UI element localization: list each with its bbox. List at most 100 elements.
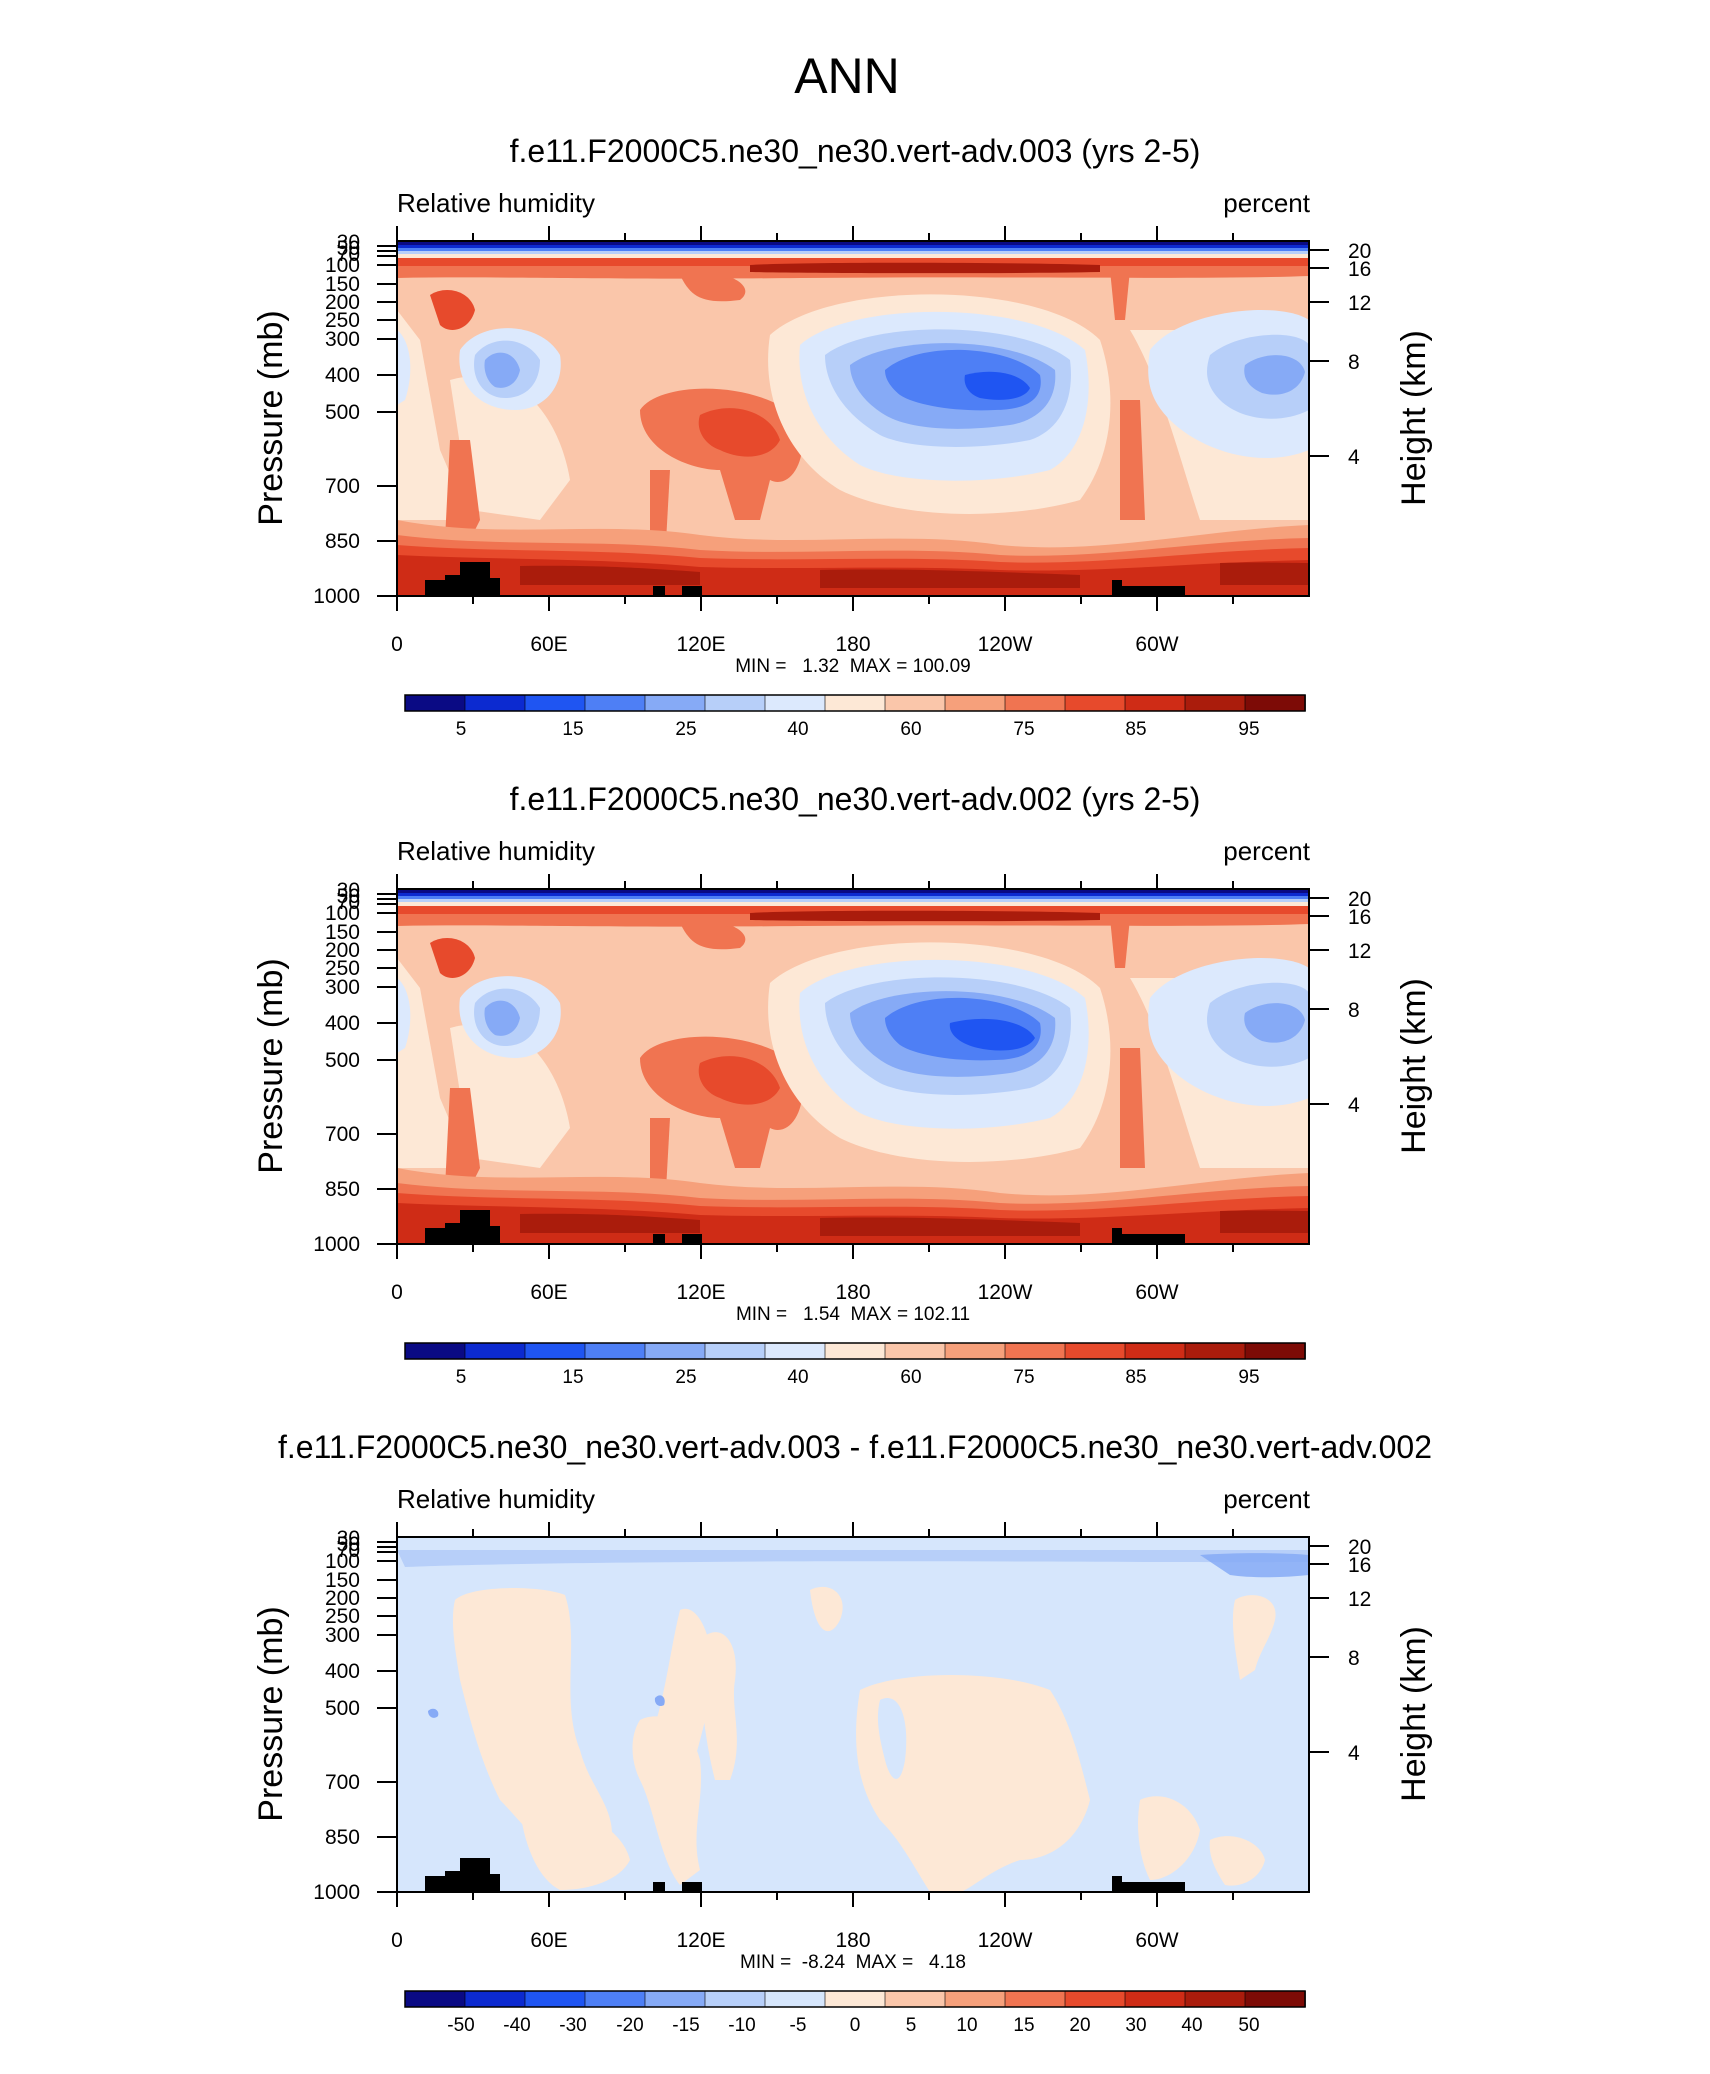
colorbar-label: 75: [1013, 719, 1034, 740]
y-tick-label: 200: [325, 1587, 360, 1610]
panel-1-y-tick-labels: 30 50 70 100 150 200 250 300 400 500 700…: [313, 231, 360, 608]
height-tick-label: 12: [1348, 1588, 1371, 1611]
colorbar-swatch: [1064, 1990, 1126, 2008]
colorbar-swatch: [1004, 1990, 1066, 2008]
colorbar-swatch: [524, 1990, 586, 2008]
x-tick-label: 0: [391, 1281, 403, 1304]
panel-3-y-axis-title: Pressure (mb): [252, 1606, 290, 1821]
y-tick-label: 30: [337, 1527, 360, 1550]
panel-1-y-axis-title: Pressure (mb): [252, 310, 290, 525]
colorbar-label: 15: [562, 719, 583, 740]
colorbar-swatch: [1184, 1342, 1246, 1360]
height-tick-label: 4: [1348, 1094, 1360, 1117]
y-tick-label: 200: [325, 939, 360, 962]
y-tick-label: 70: [337, 891, 360, 914]
panel-1-right-label: percent: [1223, 188, 1310, 218]
colorbar-label: 5: [456, 719, 467, 740]
panel-2-title: f.e11.F2000C5.ne30_ne30.vert-adv.002 (yr…: [510, 781, 1201, 817]
colorbar-swatch: [1064, 694, 1126, 712]
panel-3-right-tick-labels: 20 16 12 8 4: [1348, 1536, 1371, 1765]
colorbar-label: -50: [447, 2015, 474, 2036]
colorbar-swatch: [464, 1990, 526, 2008]
colorbar-swatch: [764, 1990, 826, 2008]
colorbar-swatch: [1124, 694, 1186, 712]
panel-1-contour-field: [397, 241, 1309, 596]
colorbar-label: 60: [900, 1367, 921, 1388]
y-tick-label: 150: [325, 1569, 360, 1592]
x-tick-label: 60W: [1135, 1281, 1178, 1304]
panel-1-colorbar: 5 15 25 40 60 75 85 95: [404, 694, 1306, 740]
panel-2-colorbar: 5 15 25 40 60 75 85 95: [404, 1342, 1306, 1388]
panel-3-right-axis: [1309, 1545, 1329, 1753]
colorbar-swatch: [584, 1990, 646, 2008]
height-tick-label: 8: [1348, 351, 1360, 374]
height-tick-label: 16: [1348, 906, 1371, 929]
y-tick-label: 250: [325, 309, 360, 332]
colorbar-swatch: [404, 1342, 466, 1360]
colorbar-swatch: [1244, 694, 1306, 712]
height-tick-label: 12: [1348, 940, 1371, 963]
colorbar-swatch: [704, 1990, 766, 2008]
panel-3-right-axis-title: Height (km): [1395, 1626, 1433, 1802]
panel-3-left-label: Relative humidity: [397, 1484, 595, 1514]
y-tick-label: 700: [325, 1123, 360, 1146]
y-tick-label: 50: [337, 1533, 360, 1556]
y-tick-label: 1000: [313, 1233, 360, 1256]
panel-3-colorbar: -50 -40 -30 -20 -15 -10 -5 0 5 10 15 20 …: [404, 1990, 1306, 2036]
colorbar-label: 20: [1069, 2015, 1090, 2036]
x-tick-label: 0: [391, 1929, 403, 1952]
colorbar-swatch: [1244, 1990, 1306, 2008]
panel-1-x-tick-labels: 0 60E 120E 180 120W 60W: [391, 633, 1179, 656]
colorbar-label: 60: [900, 719, 921, 740]
panel-3-y-tick-labels: 30 50 70 100 150 200 250 300 400 500 700…: [313, 1527, 360, 1904]
y-tick-label: 100: [325, 1550, 360, 1573]
panel-2-right-axis-title: Height (km): [1395, 978, 1433, 1154]
colorbar-label: 0: [850, 2015, 861, 2036]
panel-2-right-axis: [1309, 897, 1329, 1105]
height-tick-label: 4: [1348, 1742, 1360, 1765]
colorbar-label: -30: [559, 2015, 586, 2036]
colorbar-swatch: [1124, 1342, 1186, 1360]
x-tick-label: 180: [835, 633, 870, 656]
y-tick-label: 1000: [313, 585, 360, 608]
y-tick-label: 100: [325, 254, 360, 277]
panel-2-right-label: percent: [1223, 836, 1310, 866]
y-tick-label: 150: [325, 273, 360, 296]
y-tick-label: 500: [325, 401, 360, 424]
height-tick-label: 20: [1348, 888, 1371, 911]
panel-2-left-label: Relative humidity: [397, 836, 595, 866]
colorbar-swatches: [404, 694, 1306, 712]
colorbar-label: 5: [456, 1367, 467, 1388]
y-tick-label: 850: [325, 530, 360, 553]
panel-1-min-max: MIN = 1.32 MAX = 100.09: [735, 656, 971, 677]
y-tick-label: 850: [325, 1826, 360, 1849]
panel-2-y-tick-labels: 30 50 70 100 150 200 250 300 400 500 700…: [313, 879, 360, 1256]
y-tick-label: 100: [325, 902, 360, 925]
colorbar-label: 95: [1238, 1367, 1259, 1388]
colorbar-swatch: [524, 1342, 586, 1360]
panel-3-title: f.e11.F2000C5.ne30_ne30.vert-adv.003 - f…: [278, 1429, 1432, 1465]
colorbar-swatch: [1184, 1990, 1246, 2008]
colorbar-swatch: [944, 1990, 1006, 2008]
x-tick-label: 60E: [530, 1929, 567, 1952]
panel-1-right-axis-title: Height (km): [1395, 330, 1433, 506]
colorbar-label: 5: [906, 2015, 917, 2036]
colorbar-label: 25: [675, 719, 696, 740]
colorbar-swatch: [1064, 1342, 1126, 1360]
x-tick-label: 60E: [530, 633, 567, 656]
y-tick-label: 250: [325, 1605, 360, 1628]
colorbar-swatch: [1124, 1990, 1186, 2008]
y-tick-label: 500: [325, 1697, 360, 1720]
panel-2-y-axis: [377, 893, 397, 1245]
y-tick-label: 1000: [313, 1881, 360, 1904]
colorbar-swatch: [404, 1990, 466, 2008]
colorbar-swatch: [884, 694, 946, 712]
panel-1-title: f.e11.F2000C5.ne30_ne30.vert-adv.003 (yr…: [510, 133, 1201, 169]
figure-title: ANN: [794, 48, 900, 104]
panel-3-x-axis: [396, 1522, 1234, 1907]
y-tick-label: 70: [337, 243, 360, 266]
x-tick-label: 180: [835, 1281, 870, 1304]
colorbar-label: 75: [1013, 1367, 1034, 1388]
panel-3: f.e11.F2000C5.ne30_ne30.vert-adv.003 - f…: [252, 1429, 1433, 2036]
